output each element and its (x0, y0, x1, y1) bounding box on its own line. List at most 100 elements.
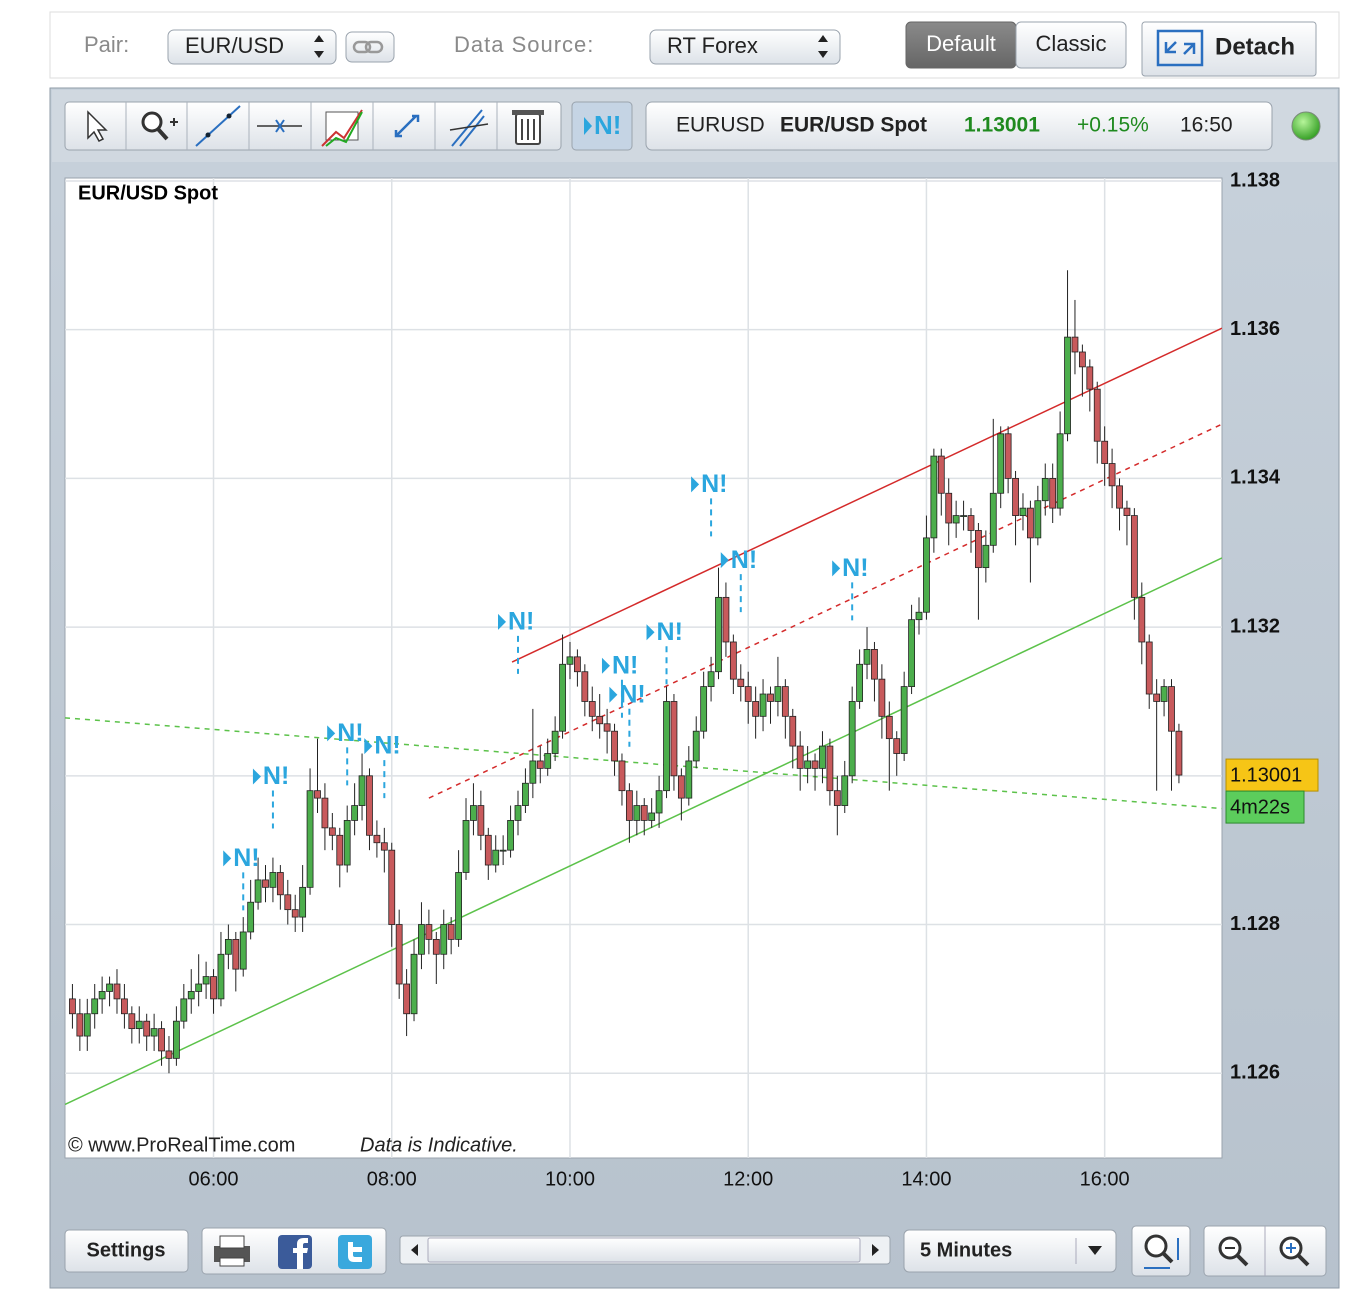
candle-body (1086, 366, 1094, 390)
interval-select[interactable] (903, 1229, 1117, 1273)
news-marker-label: N! (619, 680, 645, 708)
candle-body (997, 433, 1005, 494)
y-tick-label: 1.132 (1230, 615, 1280, 637)
candle-body (603, 723, 611, 732)
delete-tool[interactable] (512, 110, 544, 145)
candle-body (581, 671, 589, 702)
y-tick-label: 1.138 (1230, 169, 1280, 191)
candle-body (1160, 686, 1168, 702)
candle-body (811, 760, 819, 769)
ticker-time: 16:50 (1180, 114, 1233, 137)
settings-label: Settings (87, 1239, 166, 1261)
x-tick-label: 08:00 (367, 1168, 417, 1190)
candle-body (1108, 463, 1116, 487)
view-classic-label: Classic (1036, 31, 1107, 56)
candle-body (187, 991, 195, 1000)
candle-body (863, 649, 871, 665)
trend-line (65, 557, 1222, 1106)
horizontal-line-tool[interactable] (257, 119, 302, 133)
y-tick-label: 1.136 (1230, 318, 1280, 340)
fibonacci-tool[interactable] (394, 114, 420, 138)
candle-body (737, 678, 745, 687)
candle-body (91, 998, 99, 1015)
news-marker-arrow (364, 738, 373, 755)
candle-body (871, 649, 878, 680)
print-button[interactable] (214, 1235, 250, 1267)
candle-body (1019, 507, 1027, 516)
x-tick-label: 12:00 (723, 1168, 773, 1190)
news-marker-arrow (497, 613, 506, 630)
candle-body (559, 663, 566, 732)
candle-body (937, 455, 945, 494)
detach-button[interactable] (1141, 21, 1317, 77)
countdown-box (1225, 790, 1305, 824)
ticker-symbol: EURUSD (676, 114, 765, 137)
news-marker-label: N! (337, 719, 363, 747)
candle-body (284, 894, 292, 911)
parallel-tool[interactable] (449, 109, 489, 147)
candle-body (804, 760, 812, 769)
candle-body (1056, 433, 1064, 509)
scroll-thumb[interactable] (427, 1237, 861, 1263)
candle-body (121, 998, 128, 1015)
candle-body (306, 790, 314, 888)
candle-body (172, 1020, 180, 1059)
tool-separators (125, 102, 498, 150)
candle-body (915, 611, 923, 621)
zoom-fit-button[interactable] (1131, 1225, 1191, 1277)
trendline-tool[interactable] (195, 105, 241, 147)
candle-body (1049, 477, 1057, 509)
zoom-out-button[interactable] (1218, 1236, 1249, 1267)
candle-body (618, 760, 626, 792)
facebook-button[interactable] (278, 1235, 312, 1269)
candle-body (262, 879, 269, 888)
y-tick-label: 1.134 (1230, 467, 1281, 489)
pointer-tool[interactable] (87, 110, 108, 142)
pair-select[interactable] (167, 29, 337, 65)
pair-label: Pair: (84, 32, 129, 57)
candle-body (254, 879, 262, 903)
settings-button[interactable] (64, 1229, 189, 1273)
candle-body (291, 909, 299, 918)
candle-body (767, 693, 774, 702)
candle-body (232, 938, 240, 970)
candle-body (143, 1020, 151, 1037)
candle-body (210, 976, 217, 1000)
candle-body (1041, 477, 1049, 502)
candle-body (759, 693, 767, 717)
news-marker-arrow (691, 476, 700, 493)
candle-body (648, 812, 656, 821)
candle-body (625, 790, 633, 821)
candle-body (180, 998, 188, 1022)
plot: N!N!N! N!N!N!N!N!N!N! N! (65, 270, 1222, 1106)
view-classic[interactable] (1015, 21, 1127, 69)
candle-body (1027, 507, 1034, 539)
news-button[interactable] (571, 101, 633, 151)
candle-body (388, 849, 396, 925)
candle-body (885, 715, 893, 740)
candle-body (328, 827, 336, 836)
countdown-label: 4m22s (1230, 796, 1290, 818)
candle-body (128, 1013, 136, 1030)
zoom-in-button[interactable] (1279, 1236, 1310, 1267)
news-marker-label: N! (701, 470, 727, 498)
zoom-tool[interactable] (141, 111, 178, 141)
candle-body (432, 938, 440, 955)
axes: 06:00 08:00 10:00 12:00 14:00 16:00 1.126 1.128… (188, 169, 1319, 1190)
candle-body (492, 849, 500, 866)
source-select[interactable] (649, 29, 841, 65)
chart-title: EUR/USD Spot (78, 182, 218, 204)
candle-body (923, 537, 930, 613)
last-price-label: 1.13001 (1230, 764, 1302, 786)
channel-tool[interactable] (321, 109, 363, 147)
y-tick-label: 1.126 (1230, 1062, 1280, 1084)
candle-body (960, 515, 967, 517)
candle-body (566, 656, 574, 665)
twitter-button[interactable] (338, 1235, 372, 1269)
news-marker-arrow (609, 686, 618, 703)
candle-body (611, 730, 618, 762)
candle-body (150, 1028, 158, 1037)
candle-body (878, 678, 886, 717)
news-marker-label: N! (233, 844, 259, 872)
candle-body (98, 991, 106, 1000)
